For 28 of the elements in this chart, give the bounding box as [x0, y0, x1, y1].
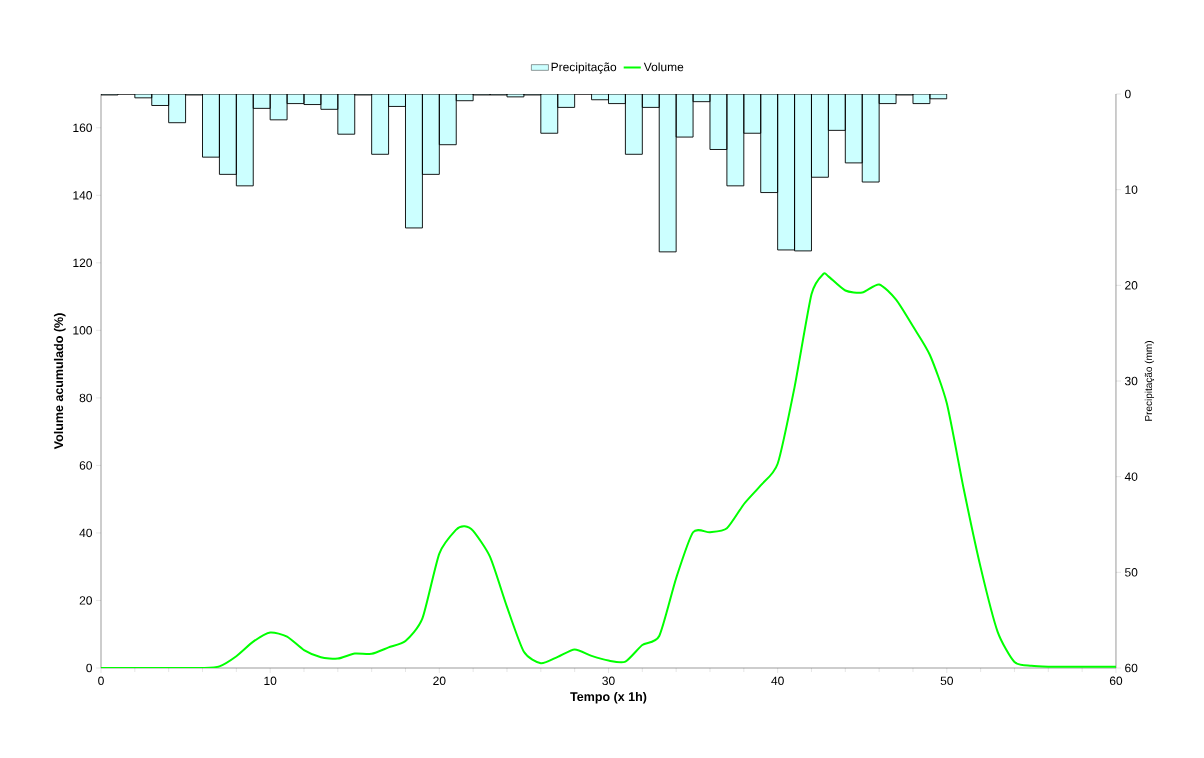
- y-tick-label: 140: [73, 191, 92, 200]
- y-tick-label: 120: [73, 258, 92, 268]
- y2-tick-label: 20: [1125, 281, 1138, 290]
- y-tick-label: 20: [79, 596, 93, 605]
- y2-axis-title: Precipitação (mm): [1144, 341, 1155, 421]
- x-tick-label: 20: [433, 676, 446, 686]
- y-tick-label: 160: [73, 123, 92, 133]
- y2-tick-label: 10: [1125, 185, 1138, 194]
- y-tick-label: 80: [79, 393, 93, 403]
- y-axis-title: Volume acumulado (%): [53, 313, 66, 450]
- y2-tick-label: 50: [1124, 568, 1138, 577]
- x-tick-label: 10: [264, 676, 277, 686]
- x-tick-label: 60: [1109, 676, 1123, 686]
- y2-tick-label: 30: [1124, 376, 1138, 386]
- y2-tick-label: 0: [1124, 89, 1131, 99]
- y-tick-label: 40: [79, 528, 93, 538]
- legend-label: Precipitação: [551, 62, 617, 74]
- x-tick-label: 30: [602, 676, 615, 686]
- x-tick-label: 40: [771, 676, 784, 686]
- x-tick-label: 50: [940, 676, 954, 686]
- y-tick-label: 0: [86, 663, 93, 673]
- y-tick-label: 60: [79, 461, 93, 470]
- y2-tick-label: 60: [1125, 663, 1138, 673]
- y2-tick-label: 40: [1124, 472, 1138, 481]
- y-tick-label: 100: [73, 326, 92, 335]
- x-axis-title: Tempo (x 1h): [570, 691, 647, 704]
- legend-label: Volume: [643, 62, 684, 72]
- x-tick-label: 0: [98, 676, 104, 686]
